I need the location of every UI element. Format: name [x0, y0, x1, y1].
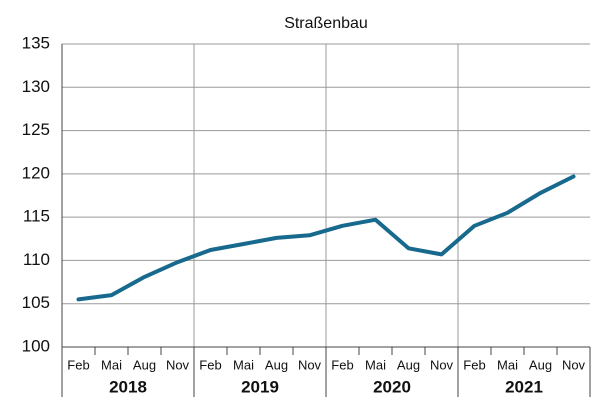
- y-tick-label: 110: [23, 250, 50, 269]
- x-tick-label: Nov: [298, 357, 322, 372]
- x-tick-label: Mai: [365, 357, 386, 372]
- y-tick-label: 100: [22, 336, 50, 355]
- x-tick-label: Nov: [430, 357, 454, 372]
- x-tick-label: Aug: [133, 357, 156, 372]
- x-tick-label: Feb: [199, 357, 221, 372]
- x-tick-label: Aug: [529, 357, 552, 372]
- y-tick-label: 105: [22, 293, 50, 312]
- chart-title: Straßenbau: [284, 15, 368, 32]
- x-tick-label: Feb: [463, 357, 485, 372]
- y-tick-label: 120: [22, 163, 50, 182]
- y-tick-label: 125: [22, 120, 50, 139]
- x-tick-label: Mai: [497, 357, 518, 372]
- x-tick-label: Mai: [233, 357, 254, 372]
- y-tick-label: 115: [23, 207, 50, 226]
- y-tick-label: 130: [22, 77, 50, 96]
- data-line: [76, 174, 576, 302]
- year-label: 2020: [373, 377, 411, 396]
- x-tick-label: Nov: [562, 357, 586, 372]
- x-tick-label: Nov: [166, 357, 190, 372]
- x-tick-label: Aug: [265, 357, 288, 372]
- x-tick-label: Feb: [331, 357, 353, 372]
- y-tick-label: 135: [22, 33, 50, 52]
- x-tick-label: Feb: [67, 357, 89, 372]
- x-tick-label: Aug: [397, 357, 420, 372]
- year-label: 2021: [505, 377, 543, 396]
- year-label: 2018: [109, 377, 147, 396]
- x-tick-label: Mai: [101, 357, 122, 372]
- year-label: 2019: [241, 377, 279, 396]
